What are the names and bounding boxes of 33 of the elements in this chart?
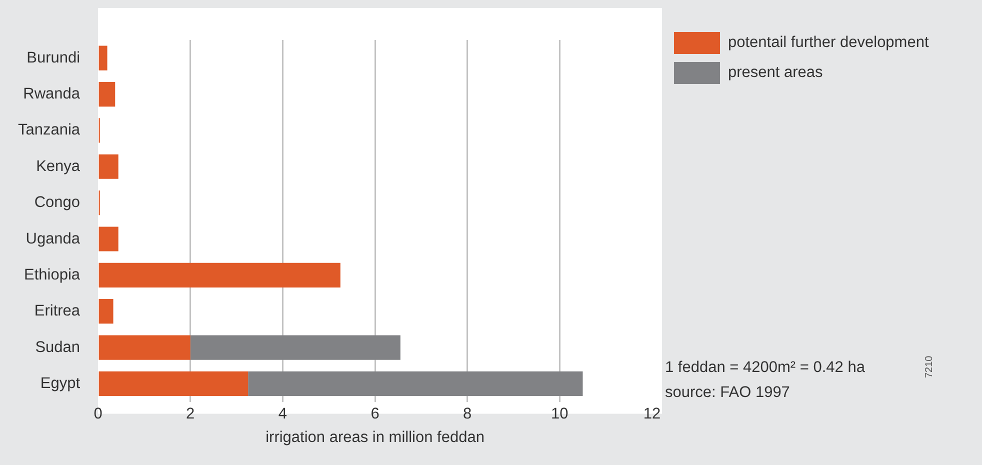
x-tick-label: 12 (643, 405, 661, 422)
x-tick-label: 6 (370, 405, 380, 422)
bar (98, 299, 114, 324)
bar (98, 262, 340, 288)
y-tick-label: Kenya (36, 158, 80, 175)
y-tick-label: Congo (34, 194, 80, 212)
y-tick-label: Ethiopia (24, 266, 80, 284)
x-axis-title: irrigation areas in million feddan (266, 428, 484, 446)
x-tick-label: 0 (94, 405, 103, 422)
x-tick-label: 2 (186, 405, 195, 422)
bar (98, 226, 118, 252)
bar (248, 371, 583, 396)
x-tick-label: 4 (278, 405, 288, 422)
x-tick-label: 8 (463, 405, 472, 422)
legend-label: present areas (728, 64, 823, 82)
legend-label: potentail further development (728, 34, 929, 52)
y-tick-label: Egypt (40, 374, 81, 392)
bar (98, 82, 116, 107)
y-tick-label: Eritrea (34, 302, 80, 320)
source-note: source: FAO 1997 (665, 383, 791, 403)
text: 7210 (924, 356, 935, 378)
y-tick-label: Tanzania (18, 122, 80, 139)
text: 1 feddan = 4200m² = 0.42 ha (665, 358, 865, 378)
y-tick-label: Burundi (26, 49, 80, 66)
y-tick-label: Rwanda (23, 86, 80, 103)
bar (98, 46, 108, 70)
bar (98, 371, 248, 396)
bar (190, 335, 400, 360)
x-tick-label: 10 (551, 405, 569, 422)
bar (98, 154, 118, 179)
bar (98, 335, 190, 360)
y-tick-label: Sudan (35, 338, 80, 356)
y-tick-label: Uganda (26, 230, 80, 248)
